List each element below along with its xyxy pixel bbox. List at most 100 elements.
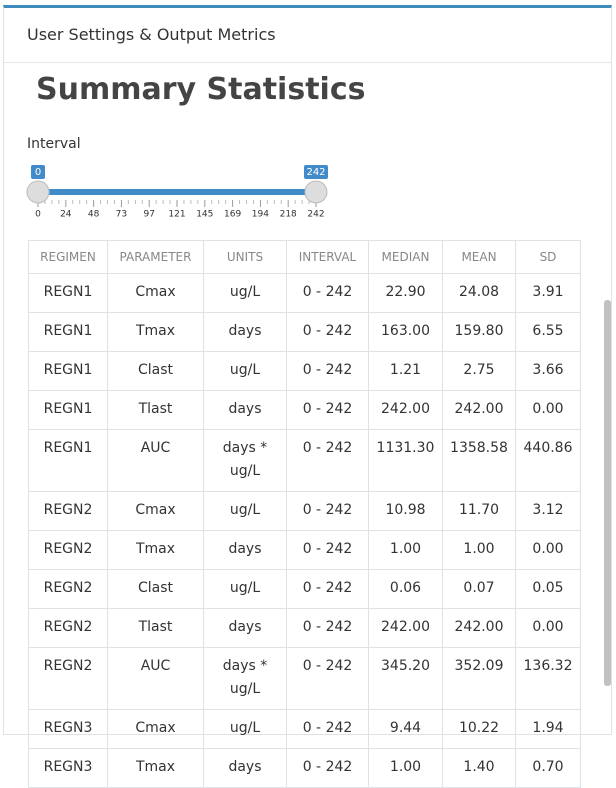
table-cell: 242.00: [442, 390, 516, 430]
table-cell: 1.00: [368, 748, 443, 788]
table-cell: 22.90: [368, 273, 443, 313]
column-header: INTERVAL: [286, 240, 369, 274]
table-cell: Cmax: [107, 709, 204, 749]
table-cell: 0 - 242: [286, 351, 369, 391]
table-cell: 0.00: [515, 608, 581, 648]
table-cell: 1.00: [442, 530, 516, 570]
header-row: REGIMEN PARAMETER UNITS INTERVAL MEDIAN MEAN S…: [28, 240, 581, 274]
heading: Summary Statistics: [36, 72, 366, 107]
tick-label: 73: [116, 210, 127, 220]
table-cell: REGN2: [28, 491, 108, 531]
column-header: MEDIAN: [368, 240, 443, 274]
table-cell: REGN1: [28, 429, 108, 492]
table-cell: REGN2: [28, 647, 108, 710]
table-cell: 0 - 242: [286, 748, 369, 788]
column-header: PARAMETER: [107, 240, 204, 274]
table-cell: 0 - 242: [286, 429, 369, 492]
tick-label: 194: [252, 210, 269, 220]
tick-label: 145: [196, 210, 213, 220]
table-cell: Cmax: [107, 273, 204, 313]
table-cell: 10.22: [442, 709, 516, 749]
table-cell: 11.70: [442, 491, 516, 531]
table-cell: 1.00: [368, 530, 443, 570]
table-cell: 9.44: [368, 709, 443, 749]
table-cell: 0.00: [515, 390, 581, 430]
column-header: UNITS: [203, 240, 287, 274]
table-row: REGN2 AUC days * ug/L 0 - 242 345.20 352.09 13…: [28, 647, 581, 710]
table-cell: Clast: [107, 569, 204, 609]
table-cell: 24.08: [442, 273, 516, 313]
table-row: REGN1 Tlast days 0 - 242 242.00 242.00 0.00: [28, 390, 581, 430]
table-cell: 352.09: [442, 647, 516, 710]
min-badge-text: 0: [35, 167, 41, 178]
slider-track: [38, 189, 316, 195]
table-cell: REGN1: [28, 312, 108, 352]
table-cell: 3.91: [515, 273, 581, 313]
max-badge: [304, 165, 328, 179]
tick-label: 48: [88, 210, 100, 220]
table-cell: 163.00: [368, 312, 443, 352]
table-cell: ug/L: [203, 569, 287, 609]
table-cell: 2.75: [442, 351, 516, 391]
table-cell: days: [203, 312, 287, 352]
table-cell: REGN2: [28, 608, 108, 648]
table-cell: 0 - 242: [286, 709, 369, 749]
max-badge-text: 242: [306, 167, 325, 178]
table-row: REGN2 Cmax ug/L 0 - 242 10.98 11.70 3.12: [28, 491, 581, 531]
table-cell: 0 - 242: [286, 312, 369, 352]
tick-label: 169: [224, 210, 241, 220]
tick-label: 24: [60, 210, 72, 220]
table-cell: 242.00: [368, 608, 443, 648]
table-cell: Tmax: [107, 530, 204, 570]
panel-header: User Settings & Output Metrics: [4, 8, 611, 63]
table-cell: days: [203, 530, 287, 570]
table-cell: REGN1: [28, 351, 108, 391]
table-cell: Tlast: [107, 608, 204, 648]
scrollbar[interactable]: [604, 300, 611, 686]
table-cell: REGN2: [28, 569, 108, 609]
tick-label: 218: [280, 210, 297, 220]
tick-label: 97: [143, 210, 154, 220]
table-cell: Tmax: [107, 312, 204, 352]
table-cell: REGN3: [28, 709, 108, 749]
table-row: REGN3 Cmax ug/L 0 - 242 9.44 10.22 1.94: [28, 709, 581, 749]
table-row: REGN3 Tmax days 0 - 242 1.00 1.40 0.70: [28, 748, 581, 788]
table-cell: 242.00: [442, 608, 516, 648]
table-cell: 345.20: [368, 647, 443, 710]
table-cell: 0 - 242: [286, 608, 369, 648]
table-cell: REGN2: [28, 530, 108, 570]
tick-label: 242: [307, 210, 324, 220]
table-cell: 1358.58: [442, 429, 516, 492]
page-body: User Settings & Output Metrics Summary S…: [0, 5, 612, 788]
table-cell: 0 - 242: [286, 569, 369, 609]
table-cell: REGN1: [28, 390, 108, 430]
table-cell: 10.98: [368, 491, 443, 531]
tick-label: 0: [35, 210, 41, 220]
table-cell: REGN3: [28, 748, 108, 788]
table-cell: days: [203, 748, 287, 788]
table-cell: 0.70: [515, 748, 581, 788]
tick-label: 121: [168, 210, 185, 220]
table-cell: 0 - 242: [286, 491, 369, 531]
table-cell: days: [203, 608, 287, 648]
table-cell: AUC: [107, 429, 204, 492]
table-cell: 3.66: [515, 351, 581, 391]
table-cell: Cmax: [107, 491, 204, 531]
slider[interactable]: 0 242 0 24 48 73 97 121 145 169 194 218 242: [0, 160, 340, 222]
column-header: MEAN: [442, 240, 516, 274]
table-cell: ug/L: [203, 709, 287, 749]
min-handle[interactable]: [26, 180, 50, 204]
table-cell: days * ug/L: [203, 429, 287, 492]
table-cell: 1.94: [515, 709, 581, 749]
table-cell: 1.21: [368, 351, 443, 391]
column-header: SD: [515, 240, 581, 274]
table-cell: Clast: [107, 351, 204, 391]
table-cell: 0 - 242: [286, 647, 369, 710]
max-handle[interactable]: [304, 180, 328, 204]
table-row: REGN2 Tlast days 0 - 242 242.00 242.00 0.00: [28, 608, 581, 648]
table-row: REGN2 Clast ug/L 0 - 242 0.06 0.07 0.05: [28, 569, 581, 609]
table-row: REGN1 Tmax days 0 - 242 163.00 159.80 6.55: [28, 312, 581, 352]
table-cell: 6.55: [515, 312, 581, 352]
table-row: REGN2 Tmax days 0 - 242 1.00 1.00 0.00: [28, 530, 581, 570]
table-cell: 1.40: [442, 748, 516, 788]
